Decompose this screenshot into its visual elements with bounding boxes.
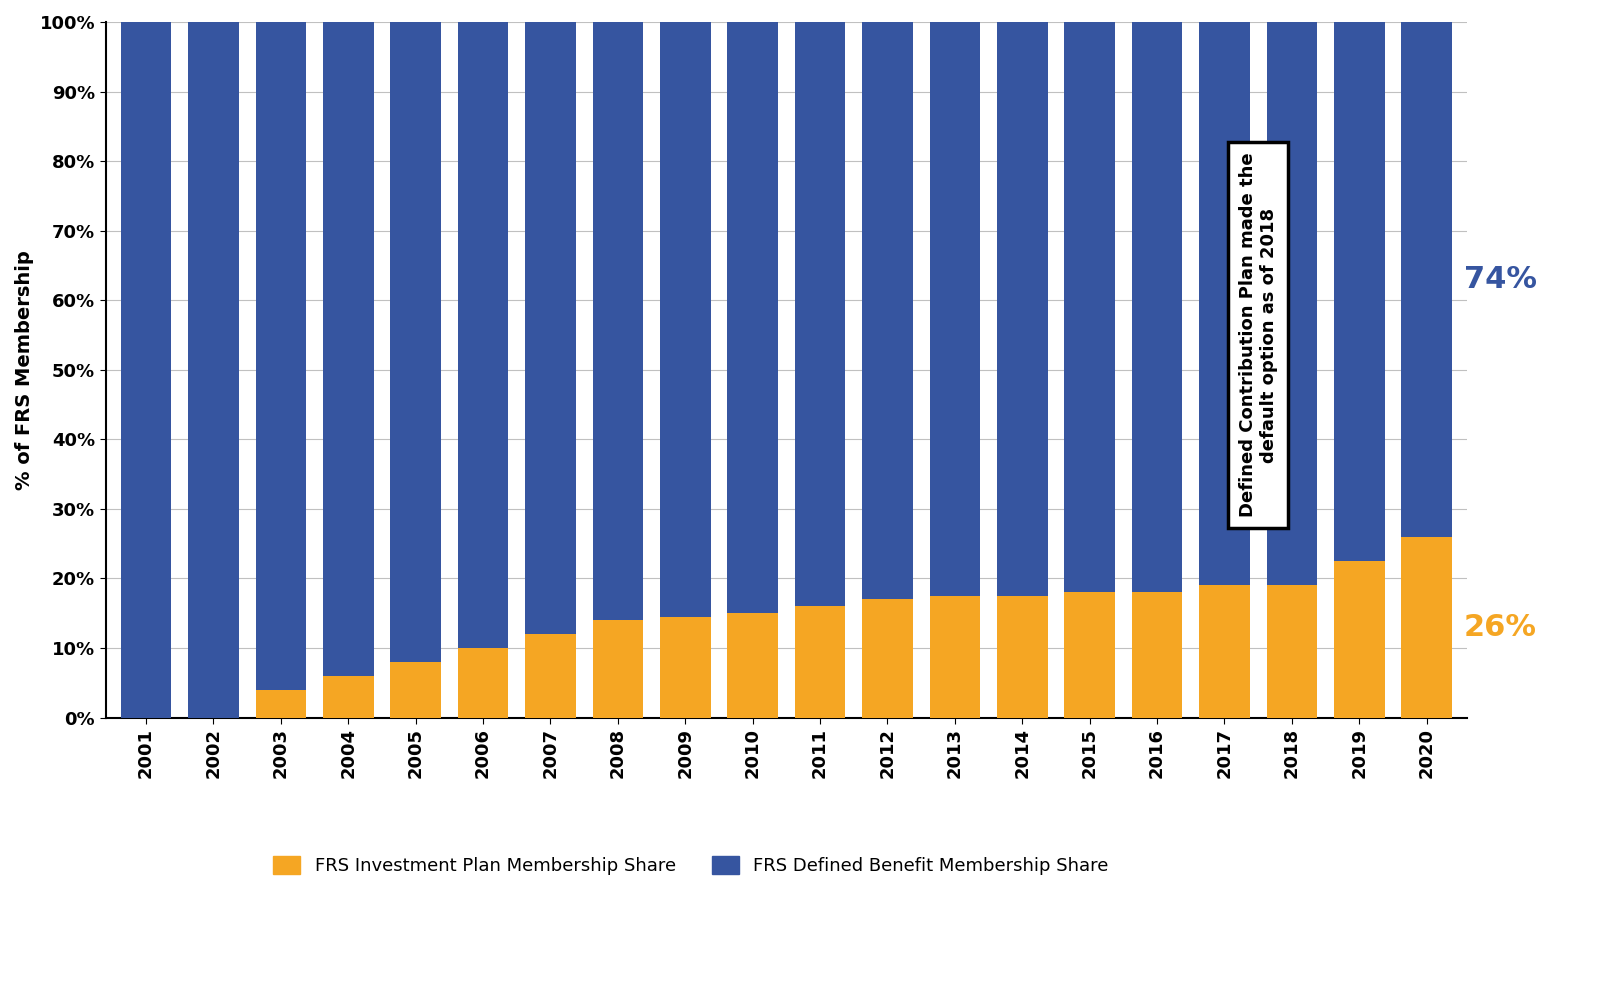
Bar <box>1198 586 1250 717</box>
Bar <box>1334 22 1384 561</box>
Bar <box>458 22 509 648</box>
Legend: FRS Investment Plan Membership Share, FRS Defined Benefit Membership Share: FRS Investment Plan Membership Share, FR… <box>266 849 1117 882</box>
Bar <box>390 22 442 662</box>
Bar <box>120 22 171 717</box>
Text: 26%: 26% <box>1464 612 1536 642</box>
Bar <box>728 22 778 613</box>
Bar <box>1267 586 1317 717</box>
Bar <box>659 22 710 617</box>
Bar <box>659 617 710 717</box>
Bar <box>256 690 306 717</box>
Bar <box>997 595 1048 717</box>
Bar <box>728 613 778 717</box>
Bar <box>1402 22 1451 537</box>
Bar <box>930 595 981 717</box>
Bar <box>930 22 981 595</box>
Bar <box>390 662 442 717</box>
Bar <box>458 648 509 717</box>
Bar <box>189 22 238 717</box>
Bar <box>1198 22 1250 586</box>
Bar <box>1064 22 1115 593</box>
Text: Defined Contribution Plan made the
default option as of 2018: Defined Contribution Plan made the defau… <box>1238 153 1277 517</box>
Text: 74%: 74% <box>1464 265 1536 294</box>
Bar <box>997 22 1048 595</box>
Bar <box>1334 561 1384 717</box>
Bar <box>256 22 306 690</box>
Bar <box>1267 22 1317 586</box>
Bar <box>862 599 912 717</box>
Bar <box>1131 593 1182 717</box>
Bar <box>592 620 643 717</box>
Bar <box>795 606 845 717</box>
Bar <box>1064 593 1115 717</box>
Y-axis label: % of FRS Membership: % of FRS Membership <box>14 250 34 490</box>
Bar <box>323 22 373 676</box>
Bar <box>1131 22 1182 593</box>
Bar <box>525 22 576 634</box>
Bar <box>592 22 643 620</box>
Bar <box>525 634 576 717</box>
Bar <box>795 22 845 606</box>
Bar <box>1402 537 1451 717</box>
Bar <box>862 22 912 599</box>
Bar <box>323 676 373 717</box>
